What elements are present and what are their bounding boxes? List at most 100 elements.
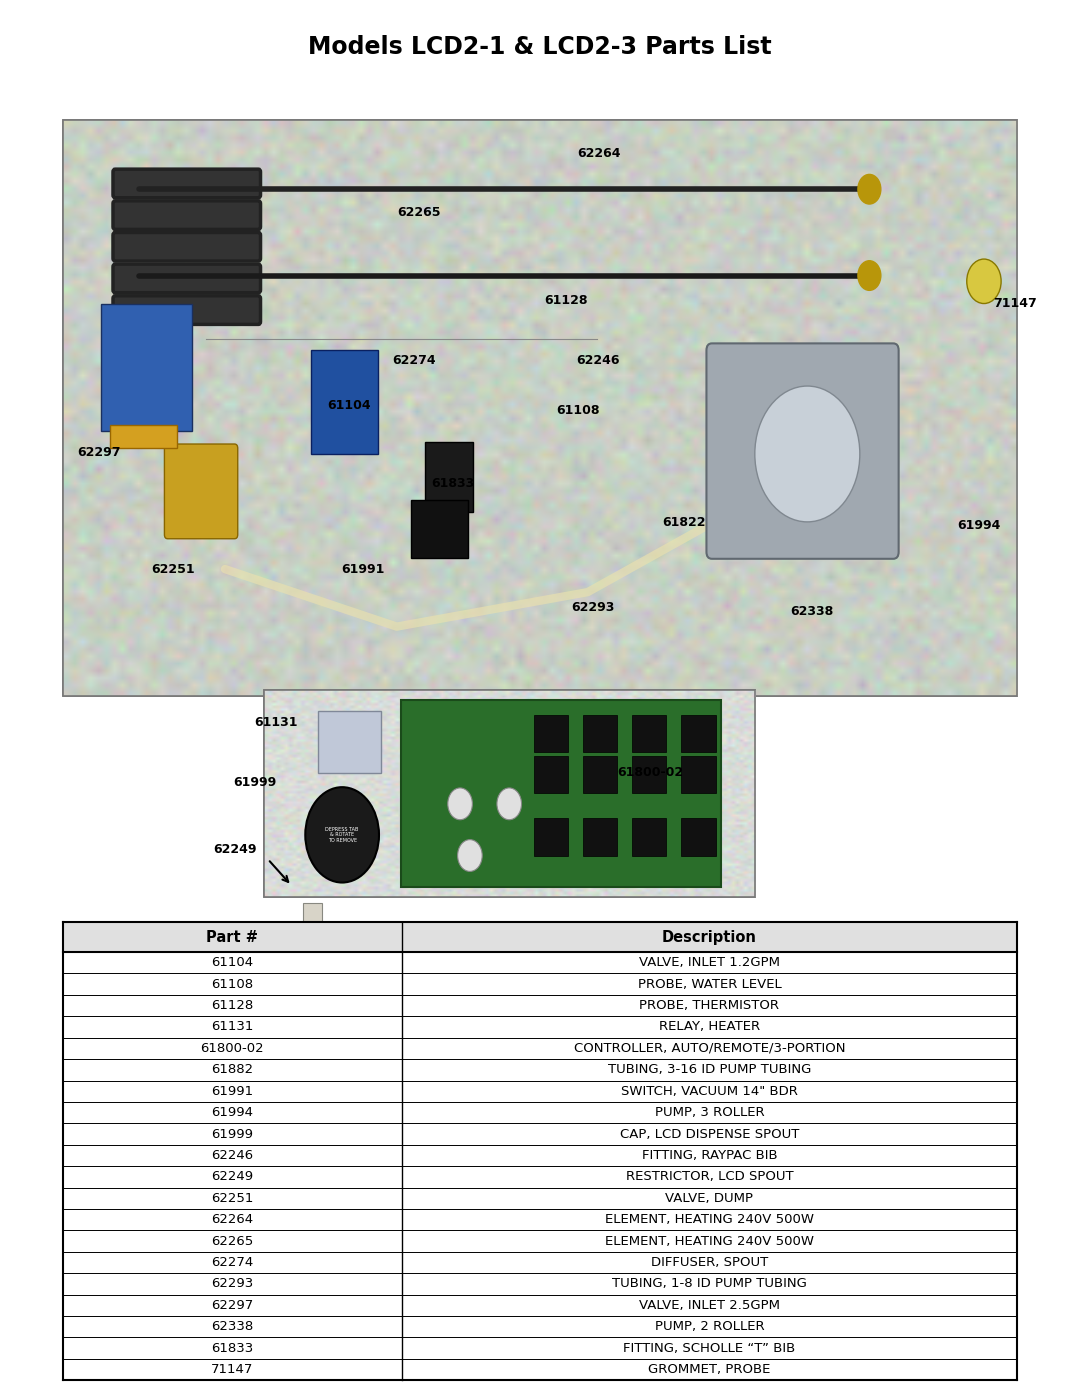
Text: 62249: 62249 <box>211 1171 253 1183</box>
Text: 61991: 61991 <box>211 1084 253 1098</box>
Text: 61131: 61131 <box>255 715 298 729</box>
Text: 62297: 62297 <box>78 446 121 460</box>
Text: PROBE, THERMISTOR: PROBE, THERMISTOR <box>639 999 780 1011</box>
Text: ELEMENT, HEATING 240V 500W: ELEMENT, HEATING 240V 500W <box>605 1235 814 1248</box>
Circle shape <box>458 840 482 872</box>
Text: CONTROLLER, AUTO/REMOTE/3-PORTION: CONTROLLER, AUTO/REMOTE/3-PORTION <box>573 1042 846 1055</box>
Text: 61991: 61991 <box>341 563 384 577</box>
Bar <box>411 500 469 557</box>
FancyBboxPatch shape <box>113 201 260 229</box>
Bar <box>100 305 191 430</box>
Circle shape <box>497 788 522 820</box>
Text: VALVE, INLET 2.5GPM: VALVE, INLET 2.5GPM <box>639 1299 780 1312</box>
Text: 62265: 62265 <box>397 205 441 219</box>
Circle shape <box>755 386 860 522</box>
Text: 61131: 61131 <box>211 1020 254 1034</box>
Circle shape <box>858 175 881 204</box>
Text: 61999: 61999 <box>211 1127 253 1140</box>
Text: 62293: 62293 <box>211 1277 253 1291</box>
Bar <box>426 443 473 511</box>
Text: 62338: 62338 <box>211 1320 253 1333</box>
Text: 62264: 62264 <box>578 147 621 161</box>
Text: 62246: 62246 <box>211 1148 253 1162</box>
Text: 62338: 62338 <box>791 605 834 619</box>
Bar <box>583 756 618 793</box>
Text: 61104: 61104 <box>327 398 370 412</box>
Text: 62251: 62251 <box>211 1192 254 1204</box>
Text: Models LCD2-1 & LCD2-3 Parts List: Models LCD2-1 & LCD2-3 Parts List <box>308 35 772 60</box>
Bar <box>583 715 618 752</box>
Text: 62251: 62251 <box>151 563 194 577</box>
Bar <box>63 922 1017 953</box>
Circle shape <box>967 258 1001 303</box>
Text: TUBING, 3-16 ID PUMP TUBING: TUBING, 3-16 ID PUMP TUBING <box>608 1063 811 1076</box>
FancyBboxPatch shape <box>113 232 260 261</box>
Text: 61108: 61108 <box>556 404 599 418</box>
Text: 61833: 61833 <box>211 1341 253 1355</box>
Text: 62265: 62265 <box>211 1235 253 1248</box>
Text: 61128: 61128 <box>211 999 253 1011</box>
Text: 62297: 62297 <box>211 1299 253 1312</box>
Text: PUMP, 2 ROLLER: PUMP, 2 ROLLER <box>654 1320 765 1333</box>
Text: 61994: 61994 <box>957 518 1000 532</box>
Text: CAP, LCD DISPENSE SPOUT: CAP, LCD DISPENSE SPOUT <box>620 1127 799 1140</box>
Text: ELEMENT, HEATING 240V 500W: ELEMENT, HEATING 240V 500W <box>605 1213 814 1227</box>
Text: PROBE, WATER LEVEL: PROBE, WATER LEVEL <box>637 978 781 990</box>
Bar <box>534 756 568 793</box>
Bar <box>534 715 568 752</box>
Bar <box>632 756 666 793</box>
FancyBboxPatch shape <box>113 169 260 198</box>
Bar <box>63 120 1017 696</box>
Bar <box>681 715 716 752</box>
Text: 61999: 61999 <box>233 775 276 789</box>
Text: DIFFUSER, SPOUT: DIFFUSER, SPOUT <box>651 1256 768 1268</box>
Text: SWITCH, VACUUM 14" BDR: SWITCH, VACUUM 14" BDR <box>621 1084 798 1098</box>
Text: VALVE, INLET 1.2GPM: VALVE, INLET 1.2GPM <box>639 957 780 970</box>
FancyBboxPatch shape <box>113 296 260 324</box>
Bar <box>318 711 381 773</box>
Text: 61128: 61128 <box>544 293 588 307</box>
FancyBboxPatch shape <box>113 264 260 293</box>
Text: 62246: 62246 <box>577 353 620 367</box>
Text: FITTING, SCHOLLE “T” BIB: FITTING, SCHOLLE “T” BIB <box>623 1341 796 1355</box>
Text: 71147: 71147 <box>994 296 1037 310</box>
Text: RELAY, HEATER: RELAY, HEATER <box>659 1020 760 1034</box>
Text: 61108: 61108 <box>211 978 253 990</box>
Circle shape <box>306 787 379 883</box>
Text: 62249: 62249 <box>214 842 257 856</box>
Text: FITTING, RAYPAC BIB: FITTING, RAYPAC BIB <box>642 1148 778 1162</box>
Bar <box>264 690 755 897</box>
Text: Part #: Part # <box>206 929 258 944</box>
Text: TUBING, 1-8 ID PUMP TUBING: TUBING, 1-8 ID PUMP TUBING <box>612 1277 807 1291</box>
Bar <box>110 425 177 448</box>
Bar <box>632 819 666 855</box>
Circle shape <box>448 788 472 820</box>
Bar <box>401 700 720 887</box>
Text: 61800-02: 61800-02 <box>200 1042 264 1055</box>
Bar <box>632 715 666 752</box>
FancyBboxPatch shape <box>164 444 238 539</box>
Text: RESTRICTOR, LCD SPOUT: RESTRICTOR, LCD SPOUT <box>625 1171 794 1183</box>
Bar <box>534 819 568 855</box>
Text: 62293: 62293 <box>571 601 615 615</box>
Text: 61104: 61104 <box>211 957 253 970</box>
Text: Description: Description <box>662 929 757 944</box>
Bar <box>583 819 618 855</box>
FancyBboxPatch shape <box>706 344 899 559</box>
Bar <box>302 902 323 935</box>
Bar <box>63 120 1017 696</box>
Text: 62264: 62264 <box>211 1213 253 1227</box>
Text: 71147: 71147 <box>211 1363 254 1376</box>
Text: GROMMET, PROBE: GROMMET, PROBE <box>648 1363 771 1376</box>
Text: 61822: 61822 <box>662 515 705 529</box>
Text: 61882: 61882 <box>211 1063 253 1076</box>
Text: 62274: 62274 <box>211 1256 253 1268</box>
Bar <box>681 819 716 855</box>
Text: DEPRESS TAB
& ROTATE
TO REMOVE: DEPRESS TAB & ROTATE TO REMOVE <box>325 827 359 844</box>
Circle shape <box>858 261 881 291</box>
Text: 62274: 62274 <box>392 353 435 367</box>
Text: PUMP, 3 ROLLER: PUMP, 3 ROLLER <box>654 1106 765 1119</box>
Bar <box>264 690 755 897</box>
Text: VALVE, DUMP: VALVE, DUMP <box>665 1192 754 1204</box>
Bar <box>311 351 378 454</box>
